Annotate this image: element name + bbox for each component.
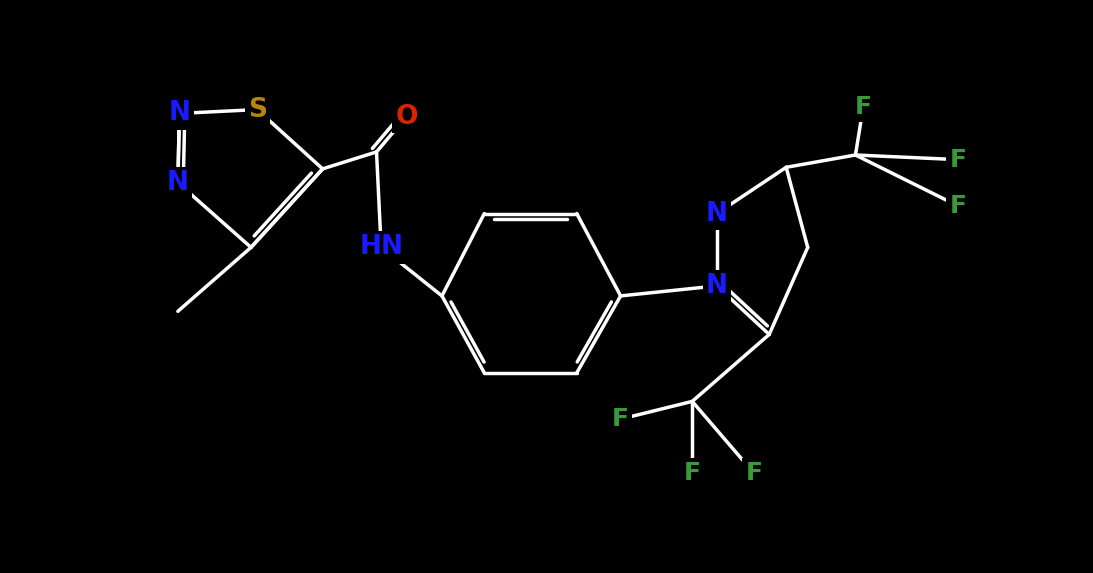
- Text: F: F: [684, 461, 701, 485]
- Text: F: F: [950, 194, 966, 218]
- Text: F: F: [950, 148, 966, 172]
- Text: N: N: [706, 201, 728, 226]
- Text: N: N: [168, 100, 190, 127]
- Text: F: F: [612, 407, 630, 431]
- Text: HN: HN: [360, 234, 403, 260]
- Text: N: N: [706, 273, 728, 299]
- Text: S: S: [248, 97, 267, 123]
- Text: F: F: [855, 95, 871, 119]
- Text: O: O: [396, 104, 418, 129]
- Text: N: N: [167, 170, 189, 196]
- Text: F: F: [745, 461, 762, 485]
